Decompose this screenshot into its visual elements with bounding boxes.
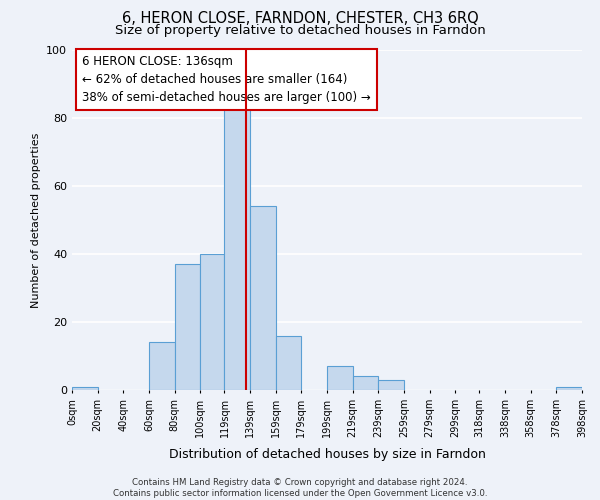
- Text: 6 HERON CLOSE: 136sqm
← 62% of detached houses are smaller (164)
38% of semi-det: 6 HERON CLOSE: 136sqm ← 62% of detached …: [82, 55, 371, 104]
- Bar: [200, 254, 224, 390]
- Y-axis label: Number of detached properties: Number of detached properties: [31, 132, 41, 308]
- Bar: [378, 380, 404, 390]
- Text: Size of property relative to detached houses in Farndon: Size of property relative to detached ho…: [115, 24, 485, 37]
- X-axis label: Distribution of detached houses by size in Farndon: Distribution of detached houses by size …: [169, 448, 485, 461]
- Text: Contains HM Land Registry data © Crown copyright and database right 2024.
Contai: Contains HM Land Registry data © Crown c…: [113, 478, 487, 498]
- Bar: [149, 342, 175, 390]
- Bar: [327, 366, 353, 390]
- Bar: [224, 104, 250, 390]
- Bar: [175, 264, 200, 390]
- Bar: [276, 336, 301, 390]
- Text: 6, HERON CLOSE, FARNDON, CHESTER, CH3 6RQ: 6, HERON CLOSE, FARNDON, CHESTER, CH3 6R…: [122, 11, 478, 26]
- Bar: [556, 386, 582, 390]
- Bar: [353, 376, 378, 390]
- Bar: [72, 386, 98, 390]
- Bar: [250, 206, 276, 390]
